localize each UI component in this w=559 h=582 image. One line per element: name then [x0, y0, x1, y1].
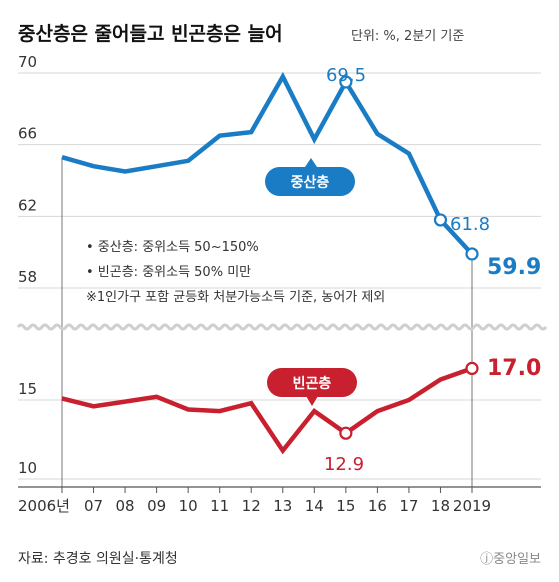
label-middle-2015: 69.5	[326, 65, 366, 86]
tag-middle: 중산층	[265, 158, 355, 196]
axis-break-wave	[16, 323, 548, 331]
y-tick-label: 58	[18, 268, 37, 286]
unit-label: 단위: %, 2분기 기준	[351, 29, 464, 44]
label-poor-2015: 12.9	[324, 454, 364, 475]
note-basis: ※1인가구 포함 균등화 처분가능소득 기준, 농어가 제외	[86, 290, 385, 305]
y-tick-label: 62	[18, 196, 37, 214]
data-point-marker	[465, 361, 479, 375]
label-middle-2018: 61.8	[450, 214, 490, 235]
gridlines	[18, 72, 541, 480]
tag-poor-label: 빈곤층	[293, 376, 332, 392]
publisher-logo: ⓙ중앙일보	[480, 552, 541, 567]
x-tick-label: 2019	[453, 497, 491, 515]
label-middle-2019: 59.9	[487, 255, 541, 280]
x-tick-label: 10	[179, 497, 198, 515]
x-tick-label: 11	[210, 497, 229, 515]
label-poor-2019: 17.0	[487, 356, 541, 381]
x-tick-label: 13	[273, 497, 292, 515]
note-poor: • 빈곤층: 중위소득 50% 미만	[86, 265, 251, 280]
reference-lines	[61, 157, 473, 487]
y-tick-label: 10	[18, 459, 37, 477]
data-point-marker	[465, 247, 479, 261]
x-tick-label: 17	[399, 497, 418, 515]
x-tick-label: 08	[116, 497, 135, 515]
series-line-middle	[61, 71, 474, 256]
y-tick-label: 70	[18, 53, 37, 71]
source-text: 자료: 추경호 의원실·통계청	[18, 551, 178, 567]
note-middle: • 중산층: 중위소득 50~150%	[86, 240, 259, 255]
tag-poor: 빈곤층	[267, 368, 357, 406]
y-axis-ticks: 70 66 62 58 15 10	[18, 53, 37, 477]
x-tick-label: 16	[368, 497, 387, 515]
y-tick-label: 15	[18, 380, 37, 398]
x-tick-label: 14	[305, 497, 324, 515]
x-axis-ticks: 2006년 07 08 09 10 11 12 13 14 15 16 17 18 2019	[18, 487, 491, 515]
x-tick-label: 2006년	[18, 497, 70, 515]
data-point-marker	[433, 213, 448, 227]
data-point-marker	[339, 426, 353, 440]
chart-title: 중산층은 줄어들고 빈곤층은 늘어	[18, 23, 283, 45]
x-tick-label: 09	[147, 497, 166, 515]
y-tick-label: 66	[18, 125, 37, 143]
tag-middle-label: 중산층	[291, 174, 330, 191]
series-line-poor	[61, 366, 473, 455]
series-layer	[61, 71, 479, 455]
x-tick-label: 07	[84, 497, 103, 515]
x-tick-label: 15	[336, 497, 355, 515]
data-point-marker	[339, 75, 353, 89]
x-tick-label: 12	[242, 497, 261, 515]
x-tick-label: 18	[431, 497, 450, 515]
